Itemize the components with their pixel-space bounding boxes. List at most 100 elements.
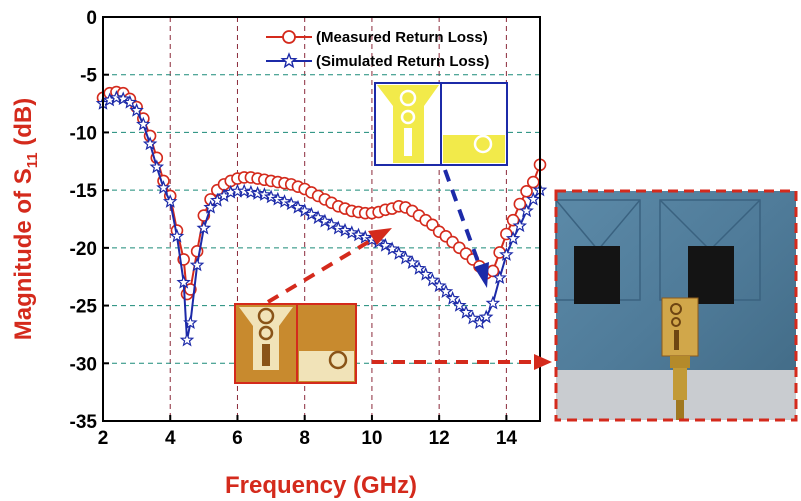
annotation-arrows: [266, 169, 552, 370]
data-point: [250, 185, 265, 200]
y-tick-label: -15: [70, 181, 98, 202]
data-point: [344, 225, 360, 240]
data-point: [486, 264, 500, 278]
data-point: [506, 213, 520, 227]
y-tick-label: -25: [70, 297, 98, 318]
data-point: [297, 203, 312, 218]
design-feed-slot: [404, 128, 412, 156]
x-tick-label: 4: [165, 428, 176, 449]
y-tick-label: -5: [80, 66, 97, 87]
data-point: [129, 102, 144, 117]
absorber-foam-pattern: [555, 199, 761, 301]
photo-frame: [554, 189, 798, 422]
arrow-design-to-curve: [443, 169, 483, 271]
data-point: [283, 196, 299, 211]
data-point: [257, 187, 272, 201]
y-axis-title-unit: (dB): [10, 98, 37, 153]
prototype-photo: [554, 189, 798, 422]
x-tick-label: 10: [361, 428, 382, 449]
data-point: [179, 332, 195, 347]
absorber-edge: [555, 199, 599, 251]
data-point: [485, 295, 501, 310]
data-point: [162, 194, 178, 208]
arrow-to-photo-head: [534, 354, 552, 370]
data-point: [122, 94, 138, 109]
data-point: [317, 213, 333, 228]
data-point: [526, 175, 540, 189]
data-point: [425, 272, 440, 287]
plot-frame: [102, 16, 541, 422]
data-point: [324, 217, 339, 231]
front-slot-ring-2: [258, 325, 274, 341]
legend: (Measured Return Loss) (Simulated Return…: [266, 29, 489, 70]
x-tick-label: 12: [429, 428, 450, 449]
data-point: [196, 220, 212, 235]
x-tick-label: 8: [299, 428, 310, 449]
data-point: [351, 227, 366, 242]
design-slot-ring-2: [400, 109, 416, 125]
arrow-design-to-curve-head: [474, 262, 489, 288]
y-tick-label: -30: [70, 354, 97, 375]
data-point: [438, 284, 454, 298]
data-point: [243, 184, 259, 199]
data-point: [263, 189, 279, 204]
series-layer: [95, 85, 548, 347]
prototype-slot-1: [670, 303, 682, 315]
absorber-pyramid: [555, 199, 641, 301]
sma-connector-body: [673, 368, 687, 400]
design-antenna-inset: [374, 82, 508, 166]
data-point: [142, 136, 158, 151]
data-point: [109, 90, 124, 105]
data-point: [136, 116, 151, 131]
data-point: [513, 197, 527, 211]
data-point: [505, 230, 521, 245]
x-tick-label: 2: [98, 428, 109, 449]
axis-ticks: 2 4 6 8 10 12 14 0 -5 -10 -15 -20 -25 -30 -35: [70, 8, 518, 449]
y-tick-label: -10: [70, 123, 97, 144]
data-point: [357, 229, 373, 244]
data-point: [270, 191, 286, 206]
front-feed-slot: [262, 344, 270, 366]
coax-cable: [676, 400, 684, 420]
legend-simulated-label: (Simulated Return Loss): [316, 53, 489, 70]
data-point: [431, 278, 447, 293]
data-point: [290, 199, 306, 214]
y-axis-title: Magnitude of S11 (dB): [10, 98, 41, 341]
fabricated-antenna-inset: [234, 303, 357, 384]
absorber-edge: [597, 199, 641, 251]
data-point: [526, 191, 541, 206]
data-point: [149, 159, 165, 174]
data-point: [452, 297, 467, 312]
data-point: [411, 260, 427, 275]
data-point: [183, 315, 198, 330]
data-point: [520, 184, 533, 198]
data-point: [189, 257, 205, 272]
y-axis-title-subscript: 11: [24, 152, 41, 168]
absorber-dark-tip-left: [574, 246, 620, 304]
data-point: [156, 180, 171, 195]
data-point: [378, 237, 393, 252]
legend-measured-marker: [282, 30, 296, 44]
design-ground-plane: [443, 135, 505, 163]
y-tick-label: -35: [70, 412, 98, 433]
prototype-slot-2: [671, 317, 681, 327]
data-point: [512, 218, 528, 233]
design-ground-slot-ring: [473, 134, 493, 154]
data-point: [458, 304, 474, 319]
data-point: [203, 199, 218, 214]
legend-measured-label: (Measured Return Loss): [316, 29, 488, 46]
prototype-feed: [674, 330, 679, 350]
back-slot-ring: [328, 350, 348, 370]
data-point: [169, 228, 185, 243]
x-tick-label: 6: [232, 428, 243, 449]
data-point: [331, 220, 346, 235]
absorber-edge: [709, 199, 761, 251]
data-point: [176, 274, 191, 289]
data-point: [115, 91, 131, 106]
data-point: [418, 266, 433, 281]
data-point: [492, 270, 507, 285]
x-axis-title: Frequency (GHz): [225, 472, 417, 499]
data-point: [478, 309, 494, 324]
x-tick-label: 14: [496, 428, 518, 449]
